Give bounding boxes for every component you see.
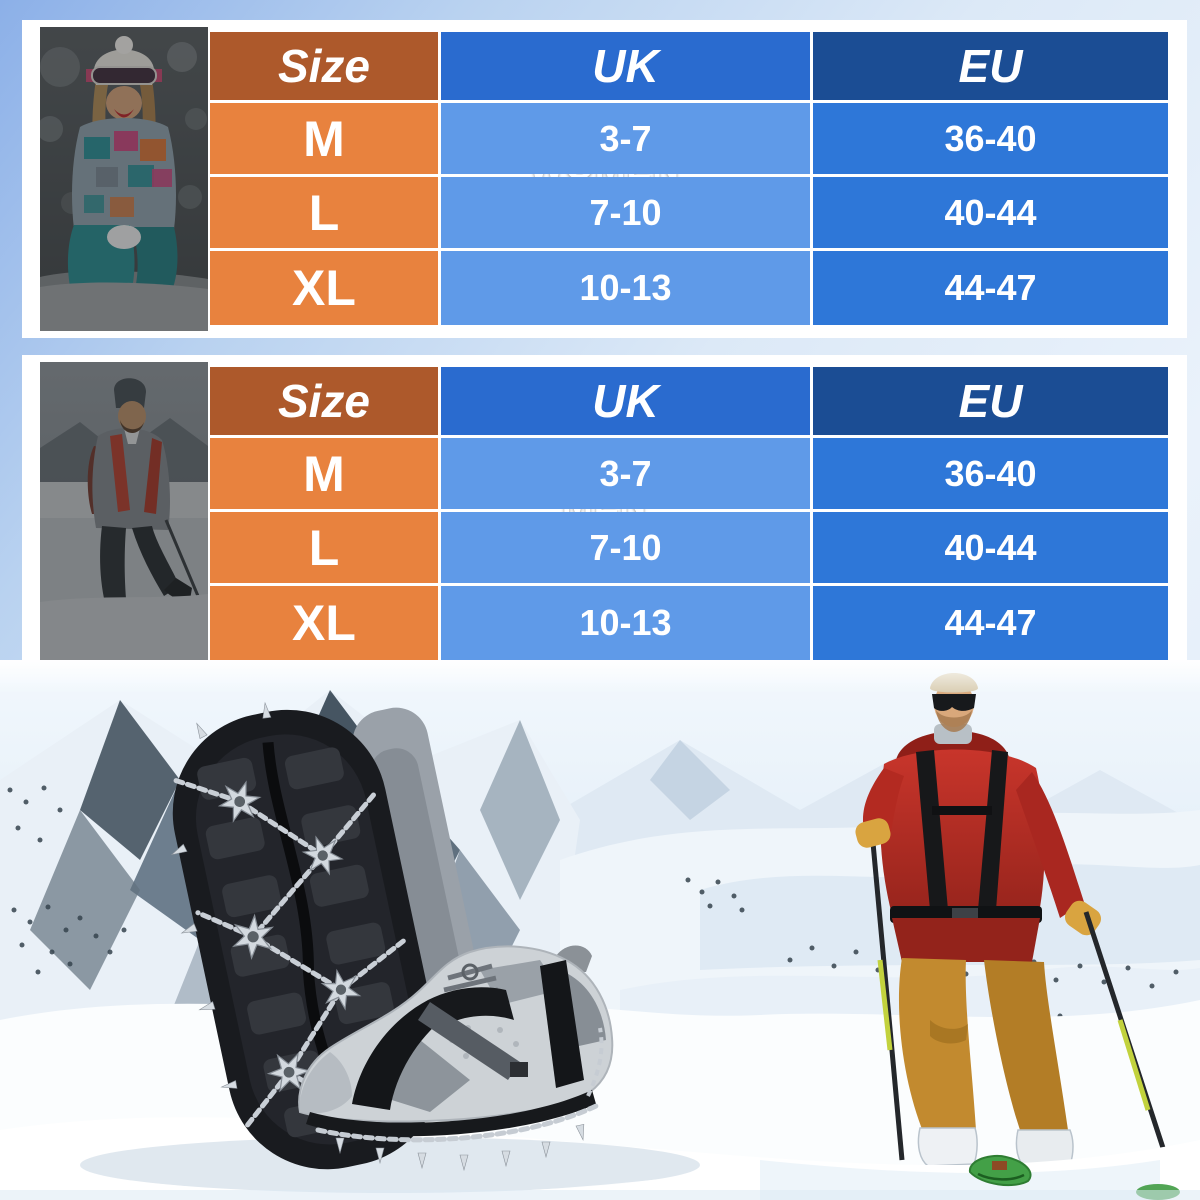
side-shoe <box>298 945 614 1171</box>
eu-cell: 40-44 <box>813 177 1168 248</box>
women-photo-illustration <box>40 27 208 331</box>
men-photo-illustration <box>40 362 208 666</box>
eu-cell: 44-47 <box>813 586 1168 660</box>
uk-cell: 10-13 <box>441 586 810 660</box>
uk-cell: 10-13 <box>441 251 810 325</box>
men-size-table: Size UK EU M 3-7 36-40 L 7-10 40-44 XL 1… <box>210 367 1168 660</box>
conifer-trees <box>7 785 1179 1027</box>
size-chart-women: WOMEN Size UK EU M 3-7 36-40 L 7-10 40-4… <box>22 20 1187 338</box>
glove <box>855 818 891 848</box>
column-header-uk: UK <box>441 367 810 435</box>
size-cell: M <box>210 438 438 509</box>
size-chart-men: MEN Size UK EU M 3-7 36-40 L 7-10 40-44 … <box>22 355 1187 673</box>
eu-cell: 40-44 <box>813 512 1168 583</box>
mountain-scene-illustration <box>0 660 1200 1200</box>
men-photo <box>40 362 208 666</box>
column-header-eu: EU <box>813 367 1168 435</box>
column-header-size: Size <box>210 32 438 100</box>
hiker-illustration <box>855 673 1183 1200</box>
red-jacket <box>880 749 1045 918</box>
ice-sheen <box>0 1190 1200 1200</box>
crampon-harness-strap <box>352 1000 452 1110</box>
column-header-size: Size <box>210 367 438 435</box>
size-cell: XL <box>210 251 438 325</box>
size-cell: L <box>210 512 438 583</box>
crampon-chain <box>315 1103 599 1143</box>
column-header-uk: UK <box>441 32 810 100</box>
eu-cell: 36-40 <box>813 438 1168 509</box>
backpack-strap <box>978 750 1008 910</box>
uk-cell: 3-7 <box>441 438 810 509</box>
women-size-table: Size UK EU M 3-7 36-40 L 7-10 40-44 XL 1… <box>210 32 1168 325</box>
mountain-scene <box>0 660 1200 1200</box>
women-photo <box>40 27 208 331</box>
lace-eyelet <box>461 963 479 981</box>
column-header-eu: EU <box>813 32 1168 100</box>
size-cell: L <box>210 177 438 248</box>
photo-top-fade <box>0 660 1200 694</box>
backpack-strap <box>916 750 948 910</box>
sunglasses <box>932 694 976 711</box>
webbing-strap <box>418 1002 520 1080</box>
trekking-pole-left <box>867 809 905 1161</box>
green-crampon <box>968 1154 1032 1187</box>
size-cell: M <box>210 103 438 174</box>
mustard-pants <box>898 958 976 1134</box>
boot <box>917 1127 978 1167</box>
eu-cell: 44-47 <box>813 251 1168 325</box>
eu-cell: 36-40 <box>813 103 1168 174</box>
size-cell: XL <box>210 586 438 660</box>
uk-cell: 3-7 <box>441 103 810 174</box>
uk-cell: 7-10 <box>441 177 810 248</box>
uk-cell: 7-10 <box>441 512 810 583</box>
